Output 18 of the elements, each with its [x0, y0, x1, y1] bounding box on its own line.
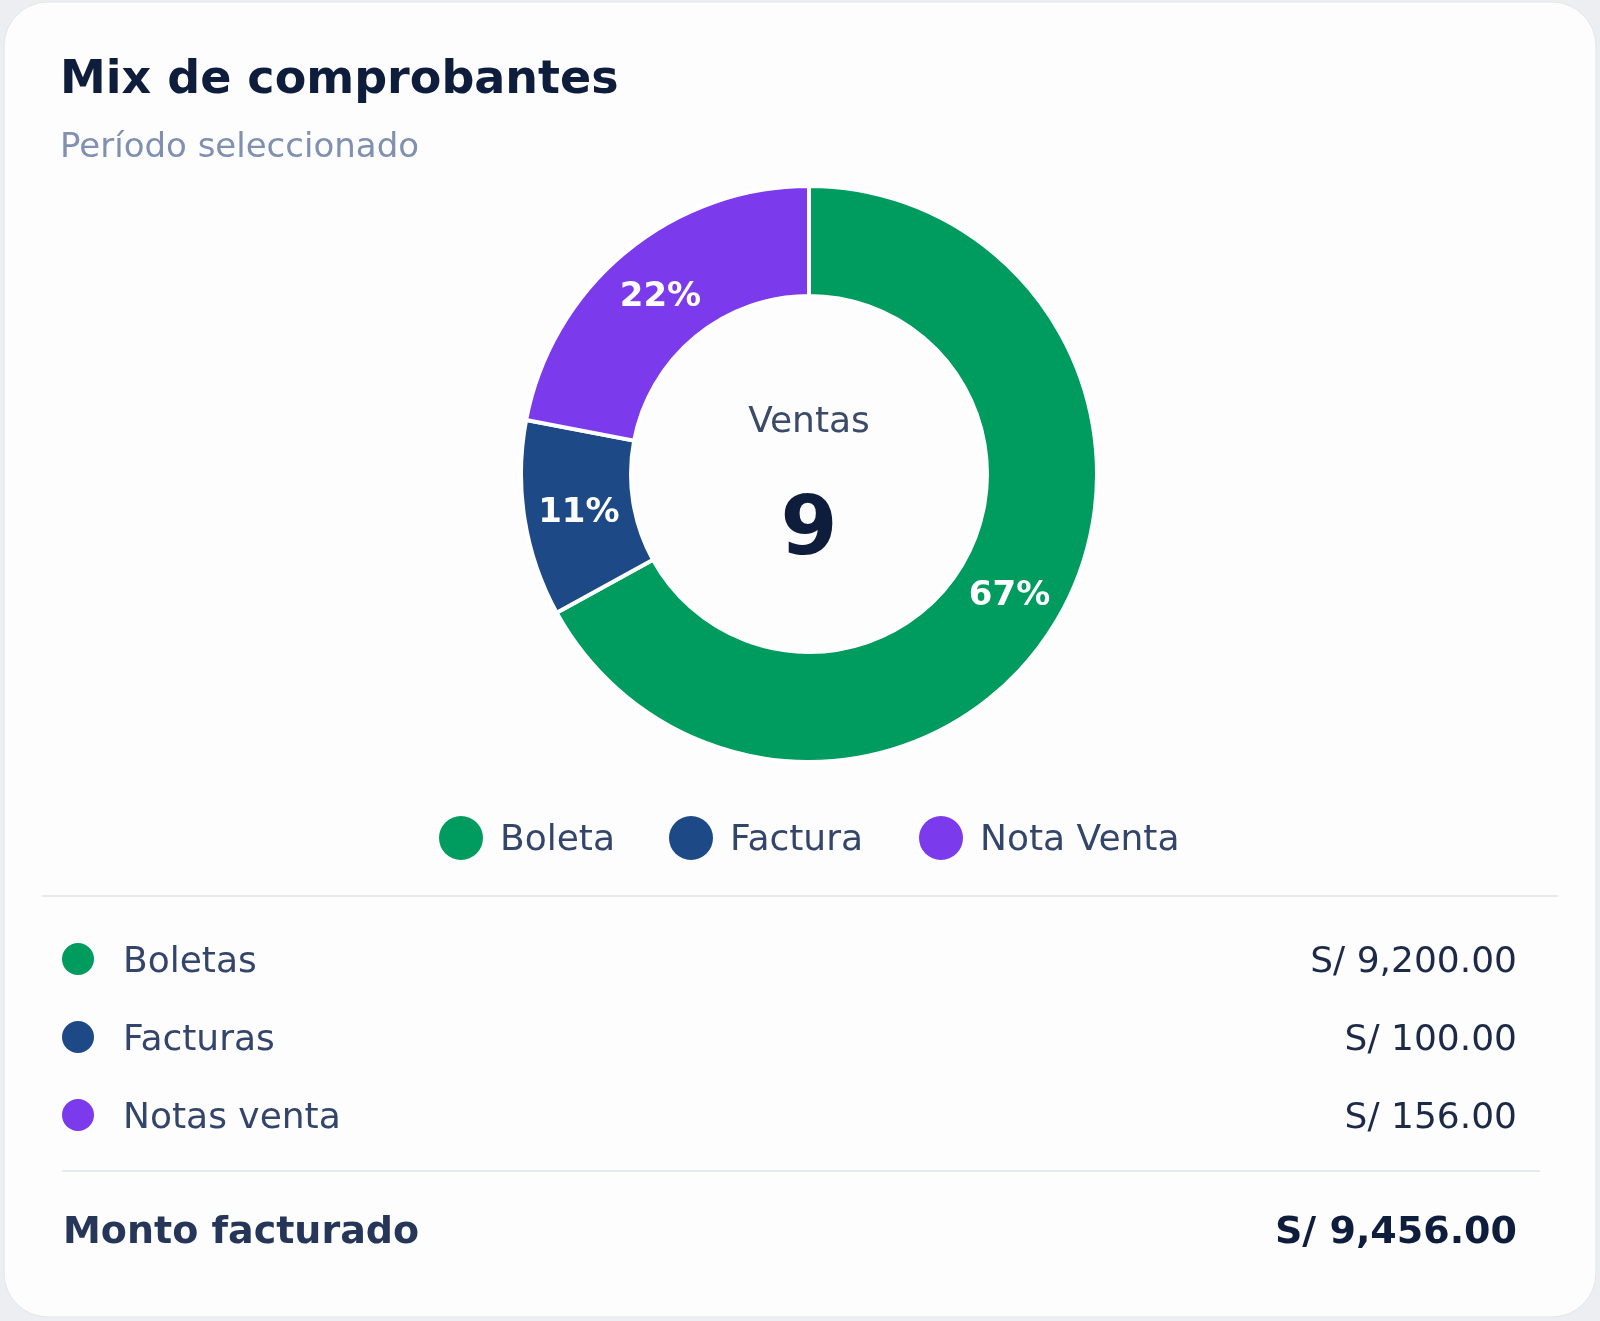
- data-label: 22%: [619, 274, 702, 315]
- chart-subtitle: Período seleccionado: [60, 125, 420, 165]
- text: Ventas: [748, 399, 870, 440]
- legend-label: Factura: [730, 817, 864, 858]
- text: Facturas: [123, 1017, 275, 1058]
- text: S/ 156.00: [1344, 1095, 1517, 1136]
- data-label: 67%: [968, 572, 1051, 613]
- text: 9: [780, 478, 838, 573]
- text: S/ 100.00: [1344, 1017, 1517, 1058]
- text: Monto facturado: [63, 1208, 420, 1252]
- data-label: 11%: [538, 490, 620, 531]
- legend-label: Boleta: [500, 817, 616, 858]
- text: Boletas: [123, 939, 257, 980]
- chart-title: Mix de comprobantes: [60, 50, 619, 104]
- text: S/ 9,456.00: [1275, 1208, 1517, 1252]
- legend-label: Nota Venta: [980, 817, 1180, 858]
- text: S/ 9,200.00: [1310, 939, 1517, 980]
- text: Notas venta: [123, 1095, 341, 1136]
